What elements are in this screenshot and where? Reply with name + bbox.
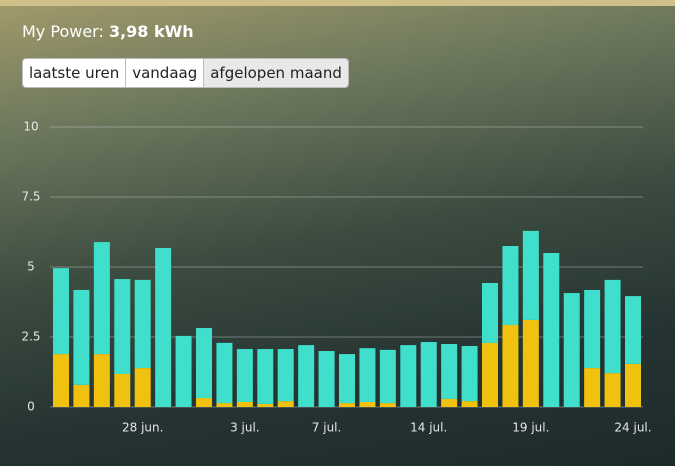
x-tick-label: 7 jul. (312, 421, 342, 435)
bar-segment (277, 401, 294, 407)
bar-segment (563, 293, 580, 407)
x-tick-label: 19 jul. (512, 421, 549, 435)
x-tick-label: 3 jul. (230, 421, 260, 435)
bar-segment (522, 230, 539, 320)
bar-segment (482, 282, 498, 343)
x-tick-label: 14 jul. (410, 421, 447, 435)
bar-segment (502, 324, 519, 407)
bar-segment (257, 349, 274, 404)
bar-segment (339, 354, 355, 404)
bar-segment (522, 319, 539, 407)
bar-segment (441, 344, 458, 399)
bar-segment (420, 342, 437, 407)
bar-segment (134, 279, 151, 369)
y-tick-label: 2.5 (21, 330, 40, 344)
header-label: My Power: (22, 22, 104, 41)
y-tick-label: 5 (27, 260, 35, 274)
bar-segment (502, 246, 519, 325)
bar-segment (114, 373, 131, 407)
bar-segment (543, 253, 560, 407)
y-tick-label: 7.5 (21, 190, 40, 204)
bar-segment (461, 401, 478, 407)
bar-segment (277, 349, 294, 402)
bar-segment (584, 368, 601, 407)
bar-segment (482, 342, 498, 407)
bar-segment (318, 351, 335, 407)
bar-segment (216, 403, 233, 407)
bar-segment (155, 247, 172, 407)
bar-segment (298, 345, 315, 407)
bar-segment (53, 354, 69, 407)
bar-segment (461, 345, 478, 402)
bar-segment (73, 384, 90, 407)
y-tick-label: 10 (23, 120, 38, 134)
bar-segment (379, 403, 396, 407)
bar-segment (134, 368, 151, 407)
bar-segment (625, 296, 641, 364)
bar-segment (359, 401, 376, 407)
bar-segment (379, 349, 396, 404)
bar-segment (196, 398, 212, 407)
header-value: 3,98 kWh (108, 22, 194, 41)
x-tick-label: 24 jul. (614, 421, 651, 435)
bar-segment (216, 342, 233, 404)
bar-segment (400, 345, 417, 407)
bar-segment (114, 279, 131, 374)
bar-segment (236, 349, 253, 402)
bar-segment (93, 354, 110, 407)
bar-segment (257, 403, 274, 407)
x-tick-label: 28 jun. (122, 421, 163, 435)
period-button[interactable]: laatste uren (23, 59, 127, 87)
bar-segment (441, 398, 458, 407)
y-tick-label: 0 (27, 400, 35, 414)
bar-segment (359, 348, 376, 402)
bar-segment (236, 401, 253, 407)
bar-segment (584, 289, 601, 369)
header: My Power: 3,98 kWh (22, 22, 194, 41)
bar-segment (604, 373, 621, 407)
bar-segment (175, 335, 192, 407)
bar-segment (93, 242, 110, 355)
bar-segment (604, 279, 621, 374)
period-button[interactable]: vandaag (126, 59, 205, 87)
period-buttons: laatste uren vandaag afgelopen maand (22, 58, 349, 88)
bar-segment (53, 268, 69, 355)
bar-segment (196, 328, 212, 399)
period-button[interactable]: afgelopen maand (204, 59, 348, 87)
bar-segment (625, 363, 641, 407)
bar-segment (339, 403, 355, 407)
bar-segment (73, 289, 90, 385)
